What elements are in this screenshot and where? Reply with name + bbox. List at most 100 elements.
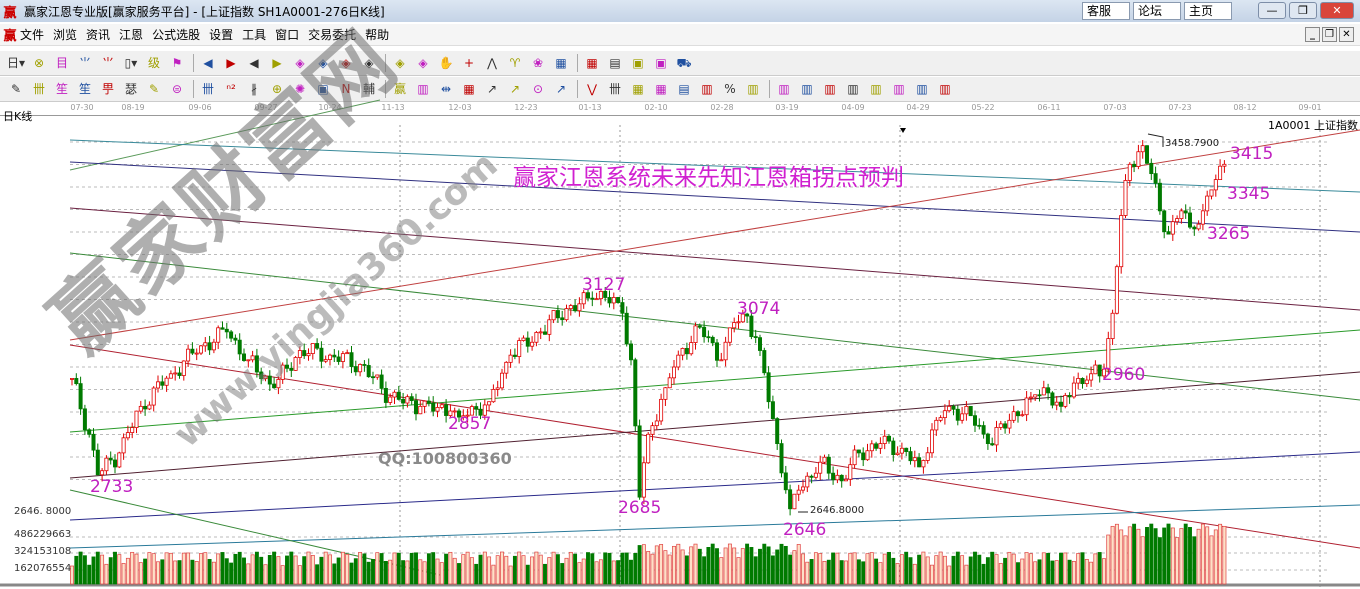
toolbar-tool-icon[interactable]: ⊕ <box>271 82 283 96</box>
toolbar-tool-icon[interactable]: ◈ <box>395 56 405 70</box>
mdi-close-button[interactable]: ✕ <box>1339 27 1354 42</box>
toolbar-tool-icon[interactable]: 瑟 <box>124 82 137 96</box>
menu-browse[interactable]: 浏览 <box>53 28 78 42</box>
mdi-minimize-button[interactable]: _ <box>1305 27 1320 42</box>
candle-body <box>723 341 728 361</box>
toolbar-tool-icon[interactable]: ▣ <box>632 56 644 70</box>
toolbar-tool-icon[interactable]: ⺌ <box>101 56 114 70</box>
toolbar-tool-icon[interactable]: ❀ <box>532 56 544 70</box>
toolbar-tool-icon[interactable]: ⋁ <box>587 82 597 96</box>
toolbar-tool-icon[interactable]: ▥ <box>916 82 928 96</box>
toolbar-tool-icon[interactable]: ⋀ <box>487 56 497 70</box>
toolbar-separator <box>385 54 387 72</box>
toolbar-tool-icon[interactable]: ↗ <box>555 82 567 96</box>
toolbar-tool-icon[interactable]: 卌 <box>32 82 45 96</box>
minimize-button[interactable]: — <box>1258 2 1286 19</box>
toolbar-tool-icon[interactable]: 目 <box>55 56 68 70</box>
toolbar-tool-icon[interactable]: ◈ <box>295 56 305 70</box>
toolbar-tool-icon[interactable]: ∦ <box>251 82 257 96</box>
toolbar-tool-icon[interactable]: ⊙ <box>532 82 544 96</box>
menu-formula[interactable]: 公式选股 <box>152 28 201 42</box>
toolbar-tool-icon[interactable]: ✎ <box>10 82 22 96</box>
candle-body <box>904 447 909 452</box>
toolbar-tool-icon[interactable]: % <box>724 82 736 96</box>
toolbar-tool-icon[interactable]: ▶ <box>272 56 282 70</box>
menu-help[interactable]: 帮助 <box>365 28 390 42</box>
toolbar-tool-icon[interactable]: ✎ <box>148 82 160 96</box>
toolbar-tool-icon[interactable]: ⺌ <box>78 56 91 70</box>
high-marker-line <box>1147 133 1164 147</box>
toolbar-tool-icon[interactable]: ▥ <box>417 82 429 96</box>
restore-button[interactable]: ❐ <box>1289 2 1317 19</box>
menu-tools[interactable]: 工具 <box>242 28 267 42</box>
cursor-marker-icon <box>900 128 906 133</box>
toolbar-tool-icon[interactable]: ⁿ² <box>226 82 236 96</box>
menu-window[interactable]: 窗口 <box>275 28 300 42</box>
candle-body <box>155 381 160 389</box>
toolbar-tool-icon[interactable]: 笙 <box>78 82 91 96</box>
toolbar-tool-icon[interactable]: ⊗ <box>33 56 45 70</box>
toolbar-tool-icon[interactable]: ◀ <box>249 56 259 70</box>
toolbar-tool-icon[interactable]: 笙 <box>55 82 68 96</box>
candle-body <box>439 404 444 408</box>
toolbar-tool-icon[interactable]: ▥ <box>870 82 882 96</box>
toolbar-tool-icon[interactable]: ◈ <box>318 56 328 70</box>
toolbar-tool-icon[interactable]: + <box>463 56 475 70</box>
toolbar-tool-icon[interactable]: ▣ <box>655 56 667 70</box>
toolbar-tool-icon[interactable]: ▥ <box>778 82 790 96</box>
toolbar-tool-icon[interactable]: ▦ <box>632 82 644 96</box>
toolbar-tool-icon[interactable]: ▦ <box>555 56 567 70</box>
toolbar-tool-icon[interactable]: ⇹ <box>440 82 452 96</box>
toolbar-tool-icon[interactable]: ◈ <box>418 56 428 70</box>
toolbar-tool-icon[interactable]: ▥ <box>701 82 713 96</box>
date-tick: 02-10 <box>644 103 668 112</box>
toolbar-tool-icon[interactable]: ▥ <box>939 82 951 96</box>
close-button[interactable]: ✕ <box>1320 2 1354 19</box>
toolbar-tool-icon[interactable]: ▥ <box>747 82 759 96</box>
toolbar-tool-icon[interactable]: ▤ <box>678 82 690 96</box>
toolbar-tool-icon[interactable]: ▦ <box>586 56 598 70</box>
toolbar-tool-icon[interactable]: 级 <box>147 56 160 70</box>
toolbar-tool-icon[interactable]: 卌 <box>608 82 621 96</box>
gann-trend-line <box>69 329 1360 433</box>
toolbar-tool-icon[interactable]: ▣ <box>317 82 329 96</box>
mdi-restore-button[interactable]: ❐ <box>1322 27 1337 42</box>
toolbar-tool-icon[interactable]: 赢 <box>393 82 406 96</box>
toolbar-tool-icon[interactable]: ↗ <box>486 82 498 96</box>
toolbar-tool-icon[interactable]: ▶ <box>226 56 236 70</box>
toolbar-tool-icon[interactable]: ▥ <box>824 82 836 96</box>
candle-body <box>121 437 126 454</box>
toolbar-tool-icon[interactable]: ↗ <box>509 82 521 96</box>
link-forum[interactable]: 论坛 <box>1133 2 1181 20</box>
toolbar-tool-icon[interactable]: 輔 <box>362 82 375 96</box>
menu-settings[interactable]: 设置 <box>209 28 234 42</box>
menu-gann[interactable]: 江恩 <box>119 28 144 42</box>
toolbar-tool-icon[interactable]: ✺ <box>294 82 306 96</box>
toolbar-tool-icon[interactable]: ▥ <box>847 82 859 96</box>
toolbar-tool-icon[interactable]: ▦ <box>655 82 667 96</box>
toolbar-tool-icon[interactable]: ◈ <box>364 56 374 70</box>
menu-trade[interactable]: 交易委托 <box>308 28 357 42</box>
link-service[interactable]: 客服 <box>1082 2 1130 20</box>
toolbar-tool-icon[interactable]: 卌 <box>201 82 214 96</box>
toolbar-tool-icon[interactable]: ◀ <box>203 56 213 70</box>
volume-bar <box>861 561 866 585</box>
toolbar-tool-icon[interactable]: 甼 <box>101 82 114 96</box>
menu-file[interactable]: 文件 <box>20 28 45 42</box>
toolbar-tool-icon[interactable]: ▤ <box>609 56 621 70</box>
toolbar-tool-icon[interactable]: ⚑ <box>171 56 183 70</box>
toolbar-tool-icon[interactable]: ▯▾ <box>124 56 138 70</box>
toolbar-tool-icon[interactable]: ⛟ <box>676 56 692 70</box>
toolbar-tool-icon[interactable]: ⊜ <box>171 82 183 96</box>
toolbar-tool-icon[interactable]: ▥ <box>893 82 905 96</box>
toolbar-tool-icon[interactable]: N <box>341 82 351 96</box>
link-home[interactable]: 主页 <box>1184 2 1232 20</box>
toolbar-tool-icon[interactable]: ♈ <box>509 56 521 70</box>
toolbar-tool-icon[interactable]: ▥ <box>801 82 813 96</box>
menu-news[interactable]: 资讯 <box>86 28 111 42</box>
toolbar-tool-icon[interactable]: ◈ <box>341 56 351 70</box>
toolbar-tool-icon[interactable]: ▦ <box>463 82 475 96</box>
toolbar-tool-icon[interactable]: ✋ <box>438 56 454 70</box>
toolbar-tool-icon[interactable]: 日▾ <box>6 56 26 70</box>
